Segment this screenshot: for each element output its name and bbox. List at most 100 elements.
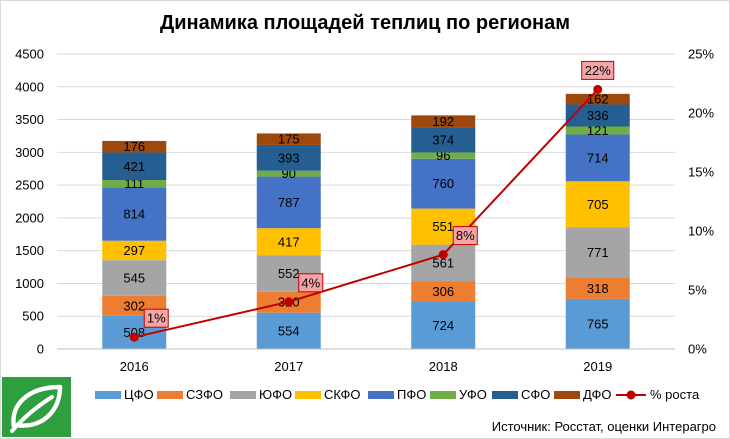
data-label: 306 — [432, 284, 454, 299]
legend-label: СЗФО — [186, 387, 223, 402]
data-label: 302 — [123, 298, 145, 313]
bar-segment — [256, 133, 321, 145]
data-label: 714 — [587, 150, 609, 165]
legend-label: % роста — [650, 387, 700, 402]
data-label: 417 — [278, 234, 300, 249]
x-tick-label: 2016 — [120, 359, 149, 374]
bar-segment — [102, 260, 167, 296]
data-label: 554 — [278, 323, 300, 338]
data-label: 552 — [278, 266, 300, 281]
data-label: 705 — [587, 197, 609, 212]
y-tick-label: 2500 — [15, 178, 44, 193]
legend-swatch — [157, 391, 183, 399]
y-tick-label: 4500 — [15, 47, 44, 62]
data-label: 297 — [123, 243, 145, 258]
data-label: 787 — [278, 195, 300, 210]
data-label: 336 — [587, 108, 609, 123]
growth-label: 4% — [301, 275, 320, 290]
data-label: 374 — [432, 133, 454, 148]
legend-swatch — [492, 391, 518, 399]
data-label: 175 — [278, 132, 300, 147]
bar-segment — [256, 144, 321, 171]
bar-segment — [411, 158, 476, 209]
legend-label: ПФО — [397, 387, 426, 402]
data-label: 421 — [123, 159, 145, 174]
y-tick-label: 3000 — [15, 145, 44, 160]
x-tick-label: 2017 — [274, 359, 303, 374]
legend-label: ЮФО — [259, 387, 292, 402]
data-label: 318 — [587, 281, 609, 296]
data-label: 551 — [432, 219, 454, 234]
y-tick-label: 1000 — [15, 276, 44, 291]
y2-tick-label: 20% — [688, 106, 714, 121]
y2-tick-label: 5% — [688, 283, 707, 298]
bar-segment — [102, 240, 167, 261]
y-tick-label: 1500 — [15, 243, 44, 258]
bar-segment — [256, 170, 321, 177]
data-label: 765 — [587, 316, 609, 331]
growth-line — [134, 88, 599, 339]
data-label: 176 — [123, 139, 145, 154]
data-label: 162 — [587, 92, 609, 107]
x-tick-label: 2018 — [429, 359, 458, 374]
legend-label: УФО — [459, 387, 487, 402]
bar-segment — [102, 180, 167, 188]
legend-swatch — [430, 391, 456, 399]
bar-segment — [411, 115, 476, 128]
growth-label: 22% — [585, 63, 611, 78]
legend-swatch — [230, 391, 256, 399]
legend-swatch — [554, 391, 580, 399]
bar-segment — [565, 278, 630, 299]
y-tick-label: 4000 — [15, 79, 44, 94]
y2-tick-label: 10% — [688, 224, 714, 239]
bar-segment — [256, 228, 321, 256]
data-label: 771 — [587, 245, 609, 260]
growth-label-box — [581, 60, 615, 80]
bar-segment — [411, 301, 476, 349]
bar-segment — [411, 127, 476, 153]
bar-segment — [565, 126, 630, 135]
data-label: 121 — [587, 123, 609, 138]
source-note: Источник: Росстат, оценки Интерагро — [491, 419, 716, 434]
bar-segment — [102, 152, 167, 181]
x-tick-label: 2019 — [583, 359, 612, 374]
y-tick-label: 500 — [22, 309, 44, 324]
bar-segment — [565, 227, 630, 279]
bar-segment — [565, 93, 630, 105]
legend-label: СФО — [521, 387, 550, 402]
growth-marker — [284, 297, 294, 307]
legend-swatch — [95, 391, 121, 399]
bar-segment — [102, 187, 167, 241]
legend-label: ДФО — [583, 387, 612, 402]
data-label: 561 — [432, 256, 454, 271]
bar-segment — [256, 176, 321, 229]
y-tick-label: 3500 — [15, 112, 44, 127]
y-tick-label: 0 — [37, 342, 44, 357]
legend-swatch — [368, 391, 394, 399]
growth-label-box — [143, 308, 169, 328]
growth-label: 8% — [456, 228, 475, 243]
legend-line-marker — [626, 390, 636, 400]
growth-label: 1% — [147, 311, 166, 326]
bar-segment — [411, 281, 476, 302]
legend-label: СКФО — [324, 387, 361, 402]
y2-tick-label: 25% — [688, 47, 714, 62]
growth-label-box — [452, 226, 478, 246]
data-label: 545 — [123, 271, 145, 286]
data-label: 814 — [123, 207, 145, 222]
data-label: 192 — [432, 114, 454, 129]
chart-title: Динамика площадей теплиц по регионам — [159, 12, 571, 34]
bar-segment — [565, 104, 630, 127]
bar-segment — [411, 152, 476, 159]
legend-swatch — [295, 391, 321, 399]
bar-segment — [565, 298, 630, 349]
data-label: 724 — [432, 318, 454, 333]
bar-segment — [565, 181, 630, 228]
bar-segment — [565, 134, 630, 182]
y-tick-label: 2000 — [15, 210, 44, 225]
growth-marker — [593, 84, 603, 94]
data-label: 760 — [432, 176, 454, 191]
leaf-logo-icon — [2, 377, 71, 437]
growth-marker — [438, 250, 448, 260]
growth-marker — [129, 332, 139, 342]
